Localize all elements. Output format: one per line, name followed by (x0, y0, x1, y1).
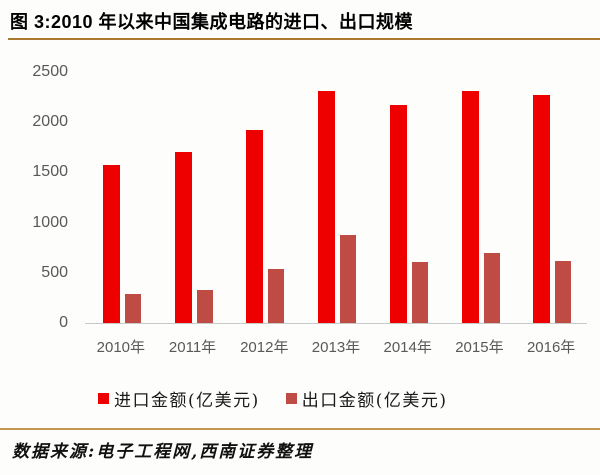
x-axis-line (85, 323, 587, 324)
bar-chart: 0 500 1000 1500 2000 2500 2010年 2011年 2012年 2013年… (32, 63, 587, 356)
gold-divider-bottom (0, 428, 600, 430)
import-bar-2013年 (318, 90, 336, 323)
import-bar-2012年 (246, 130, 264, 323)
y-axis-tick: 1500 (32, 163, 68, 181)
y-axis-tick: 500 (41, 263, 68, 281)
x-axis-label: 2014年 (383, 339, 432, 356)
import-bar-2016年 (533, 94, 551, 323)
y-axis-tick: 0 (59, 314, 68, 331)
export-bar-2016年 (555, 261, 572, 323)
export-bar-2011年 (196, 290, 213, 323)
x-axis-label: 2013年 (311, 339, 361, 356)
x-axis-label: 2015年 (455, 339, 504, 356)
source-note: 数据来源:电子工程网,西南证券整理 (12, 442, 314, 462)
import-bar-2010年 (103, 165, 120, 323)
figure-title: 图 3:2010 年以来中国集成电路的进口、出口规模 (10, 12, 414, 32)
export-bar-2015年 (483, 253, 500, 323)
legend-swatch-icon (285, 393, 297, 404)
x-axis-label: 2011年 (168, 339, 217, 356)
import-bar-2014年 (389, 104, 407, 323)
export-bar-2014年 (411, 261, 428, 323)
export-bar-2010年 (125, 293, 141, 323)
legend-label: 进口金额(亿美元) (114, 391, 260, 411)
chart-legend: 进口金额(亿美元) 出口金额(亿美元) (98, 386, 448, 411)
legend-item: 出口金额(亿美元) (285, 386, 448, 411)
legend-item: 进口金额(亿美元) (98, 386, 260, 411)
legend-swatch-icon (98, 393, 109, 404)
gold-divider-top (8, 38, 600, 40)
y-axis-tick: 1000 (32, 213, 68, 231)
import-bar-2015年 (461, 91, 479, 323)
x-axis-label: 2012年 (240, 339, 289, 356)
export-bar-2013年 (340, 234, 357, 323)
y-axis-tick: 2500 (32, 63, 68, 80)
y-axis-tick: 2000 (32, 113, 68, 131)
import-bar-2011年 (174, 152, 192, 323)
x-axis-label: 2016年 (526, 339, 576, 356)
x-axis-label: 2010年 (96, 339, 146, 356)
legend-label: 出口金额(亿美元) (301, 391, 448, 411)
export-bar-2012年 (268, 269, 285, 323)
